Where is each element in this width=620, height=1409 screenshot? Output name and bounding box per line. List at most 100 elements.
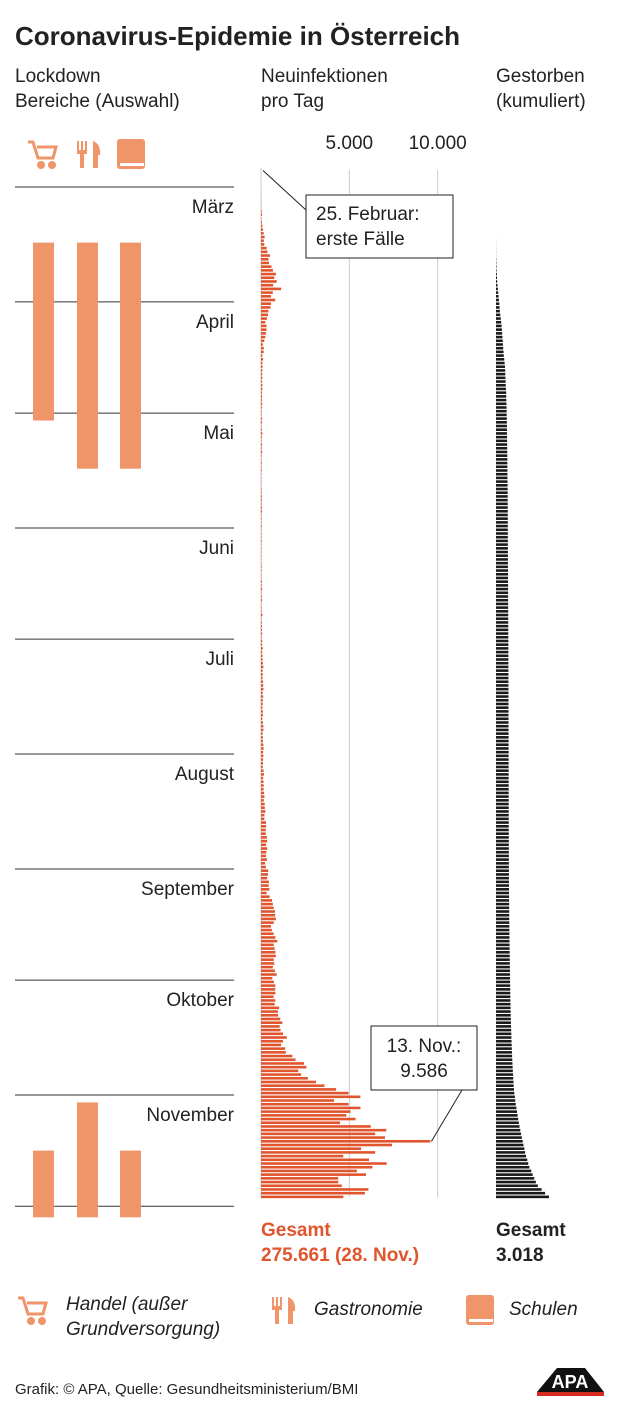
bar	[496, 673, 509, 676]
bar	[496, 332, 503, 335]
bar	[496, 821, 509, 824]
bar	[496, 1121, 519, 1125]
bar	[496, 313, 501, 317]
bar	[496, 958, 510, 961]
bar	[496, 691, 509, 695]
bar	[261, 610, 262, 613]
bar	[496, 784, 509, 787]
bar	[496, 654, 509, 658]
bar	[496, 1021, 511, 1024]
icon-cart	[28, 140, 58, 169]
bar	[261, 257, 269, 261]
bar	[496, 936, 510, 939]
bar	[261, 1162, 387, 1165]
bar	[496, 1125, 520, 1128]
bar	[261, 409, 262, 413]
bar	[496, 932, 510, 936]
bar	[261, 791, 265, 795]
bar	[261, 246, 267, 250]
bar	[496, 850, 509, 854]
bar	[261, 243, 265, 246]
bar	[261, 565, 262, 569]
bar	[261, 843, 266, 847]
bar	[496, 776, 509, 780]
panel-header: pro Tag	[261, 91, 324, 112]
bar	[496, 439, 508, 443]
bar	[496, 424, 507, 428]
panel-header: Lockdown	[15, 66, 101, 87]
bar	[496, 858, 509, 861]
bar	[496, 283, 498, 287]
bar	[261, 1032, 283, 1036]
bar	[496, 343, 503, 346]
bar	[261, 391, 262, 394]
panel-header: Gestorben	[496, 66, 585, 87]
bar	[261, 569, 262, 572]
bar	[261, 1139, 431, 1143]
bar	[496, 435, 508, 439]
bar	[496, 954, 510, 958]
bar	[496, 547, 508, 550]
bar	[261, 239, 264, 243]
bar	[261, 936, 276, 939]
bar	[496, 724, 509, 728]
bar	[261, 758, 264, 761]
bar	[261, 613, 263, 617]
bar	[496, 402, 507, 406]
legend-label: Handel (außer	[66, 1294, 188, 1315]
bar	[496, 984, 511, 987]
bar	[261, 1091, 349, 1095]
bar	[496, 417, 507, 420]
bar	[261, 858, 267, 861]
bar	[496, 561, 508, 565]
bar	[261, 328, 267, 331]
bar	[496, 939, 510, 943]
bar	[261, 1065, 307, 1069]
bar	[496, 639, 509, 643]
bar	[496, 1143, 524, 1147]
bar	[496, 398, 507, 402]
bar	[496, 1162, 529, 1165]
bar	[496, 1073, 514, 1076]
bar	[496, 1006, 511, 1010]
bar	[496, 976, 511, 980]
bar	[261, 976, 273, 980]
bar	[261, 595, 262, 598]
bar	[261, 532, 262, 535]
bar	[261, 524, 262, 528]
bar	[496, 739, 509, 743]
bar	[496, 650, 509, 654]
bar	[496, 450, 508, 454]
month-label: Juni	[199, 538, 234, 559]
bar	[261, 324, 267, 328]
bar	[261, 891, 267, 895]
bar	[496, 1151, 526, 1154]
bar	[261, 873, 268, 876]
bar	[496, 461, 508, 465]
bar	[261, 821, 266, 824]
legend-label: Schulen	[509, 1299, 578, 1320]
bar	[496, 480, 508, 483]
bar	[496, 843, 509, 847]
bar	[496, 880, 509, 884]
bar	[496, 576, 509, 580]
bar	[496, 372, 506, 376]
bar	[261, 584, 262, 587]
panel-header: Bereiche (Auswahl)	[15, 91, 180, 112]
bar	[261, 1184, 342, 1188]
bar	[261, 395, 262, 398]
bar	[496, 1088, 515, 1091]
bar	[261, 254, 270, 257]
bar	[261, 1073, 302, 1076]
bar	[496, 584, 509, 587]
bar	[261, 832, 266, 835]
bar	[261, 1177, 339, 1180]
month-label: Oktober	[166, 990, 234, 1011]
bar	[496, 965, 510, 969]
callout-box	[370, 1025, 478, 1091]
bar	[496, 824, 509, 828]
bar	[496, 732, 509, 735]
lockdown-bar	[33, 242, 54, 421]
bar	[261, 713, 263, 717]
bar	[261, 717, 263, 721]
